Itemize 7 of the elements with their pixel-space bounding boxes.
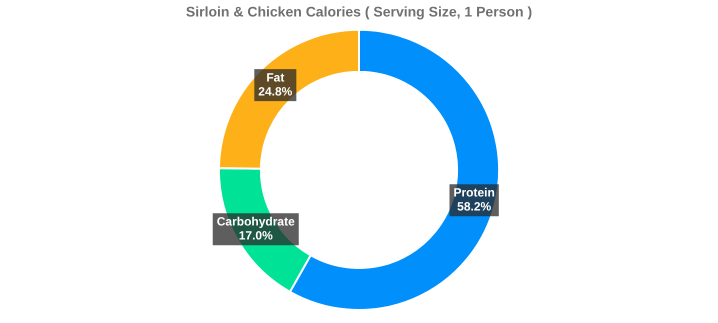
slice-label: Protein — [453, 186, 495, 200]
data-label: 58.2% — [457, 200, 492, 214]
slice-label: Fat — [266, 70, 284, 84]
data-label: 24.8% — [258, 84, 293, 98]
slice-label: Carbohydrate — [216, 214, 296, 229]
chart-title: Sirloin & Chicken Calories ( Serving Size, 1 Person ) — [186, 3, 532, 20]
data-label: 17.0% — [238, 228, 274, 243]
